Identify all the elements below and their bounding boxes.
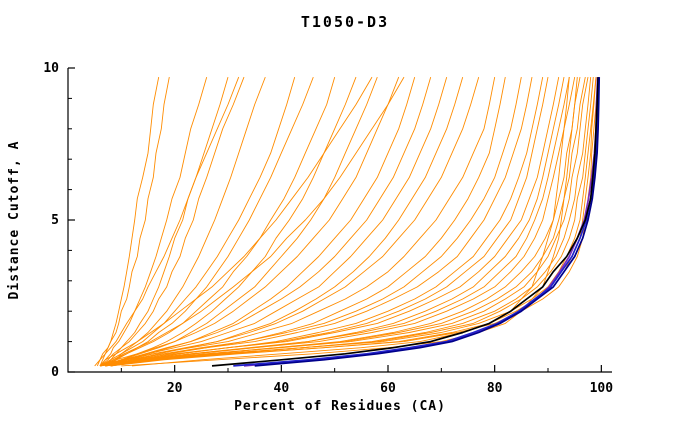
model-curve (96, 77, 170, 367)
model-curve (99, 77, 589, 367)
model-curve (105, 76, 480, 367)
x-axis-label: Percent of Residues (CA) (234, 399, 446, 414)
model-curve (105, 77, 600, 367)
highlight-purple-curve (243, 77, 599, 367)
model-curve (99, 76, 373, 367)
model-curve (99, 76, 296, 367)
model-curve (105, 76, 405, 367)
y-tick-label: 5 (51, 213, 59, 228)
model-curve (110, 76, 416, 367)
model-curve (99, 76, 448, 367)
model-curve (110, 76, 266, 367)
model-curve (99, 76, 400, 367)
model-curve (99, 77, 576, 367)
model-curve (105, 76, 378, 367)
model-curve (99, 76, 245, 367)
y-axis-label: Distance Cutoff, A (7, 141, 22, 300)
model-curve (105, 77, 570, 367)
y-tick-label: 0 (51, 365, 59, 380)
highlighted-model-lines (211, 77, 601, 367)
model-curve (105, 76, 314, 367)
model-curve (99, 76, 336, 367)
model-curve (99, 76, 208, 367)
y-tick-label: 10 (43, 61, 59, 76)
x-tick-label: 100 (590, 381, 614, 396)
model-curve (99, 77, 533, 367)
x-tick-label: 60 (380, 381, 396, 396)
model-curve (110, 77, 592, 367)
highlight-blue-curve (233, 77, 600, 367)
model-curve (110, 77, 506, 367)
model-lines (94, 76, 600, 367)
chart-title: T1050-D3 (301, 13, 389, 31)
x-tick-label: 20 (167, 381, 183, 396)
model-curve (99, 77, 597, 367)
model-curve (99, 77, 560, 367)
model-curve (131, 77, 570, 367)
model-curve (110, 76, 464, 367)
model-curve (105, 77, 586, 367)
axis-lines (67, 68, 612, 373)
highlight-black-curve (211, 77, 599, 367)
x-tick-label: 40 (274, 381, 290, 396)
highlight-navy-curve (254, 77, 601, 367)
x-tick-label: 80 (487, 381, 503, 396)
model-curve (105, 77, 522, 367)
model-curve (99, 77, 496, 367)
model-curve (110, 76, 357, 367)
model-curve (94, 76, 240, 367)
model-curve (105, 76, 432, 367)
axes: 20 40 60 80 100 0 5 10 (43, 61, 613, 396)
